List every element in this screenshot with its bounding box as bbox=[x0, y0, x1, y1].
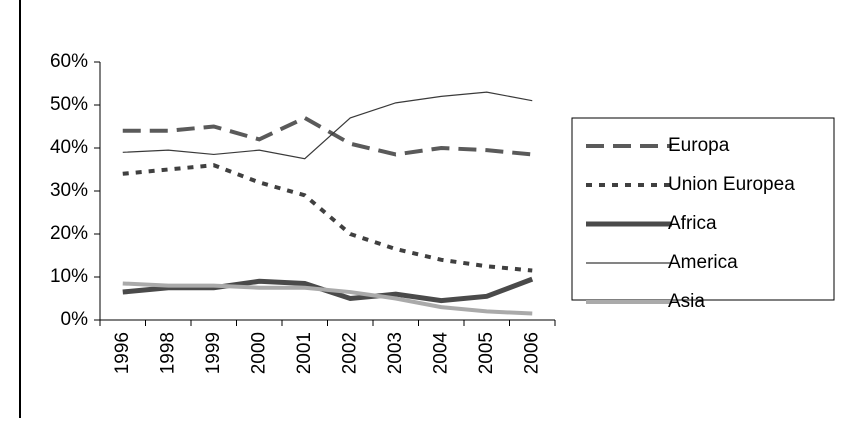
y-tick-label: 60% bbox=[50, 51, 88, 72]
x-tick-label: 1998 bbox=[157, 332, 178, 374]
y-tick-label: 0% bbox=[61, 309, 89, 330]
y-tick-label: 30% bbox=[50, 180, 88, 201]
legend-label: Europa bbox=[668, 135, 730, 156]
legend-label: Asia bbox=[668, 291, 705, 312]
x-tick-label: 1996 bbox=[112, 332, 133, 374]
y-tick-label: 20% bbox=[50, 223, 88, 244]
x-tick-label: 2001 bbox=[294, 332, 315, 374]
x-tick-label: 2004 bbox=[430, 332, 451, 375]
series-line bbox=[122, 115, 533, 157]
legend-box bbox=[571, 117, 835, 301]
series-line bbox=[122, 281, 533, 316]
legend-label: America bbox=[668, 252, 738, 273]
x-tick-label: 2006 bbox=[521, 332, 542, 374]
x-tick-label: 1999 bbox=[203, 332, 224, 374]
series-line bbox=[122, 163, 533, 273]
legend-label: Africa bbox=[668, 213, 717, 234]
x-tick-label: 2003 bbox=[385, 332, 406, 374]
x-tick-label: 2002 bbox=[339, 332, 360, 374]
series-line bbox=[122, 91, 533, 160]
x-tick-label: 2005 bbox=[476, 332, 497, 374]
y-tick-label: 10% bbox=[50, 266, 88, 287]
x-tick-label: 2000 bbox=[248, 332, 269, 374]
y-tick-label: 40% bbox=[50, 137, 88, 158]
y-tick-label: 50% bbox=[50, 94, 88, 115]
legend-label: Union Europea bbox=[668, 174, 795, 195]
